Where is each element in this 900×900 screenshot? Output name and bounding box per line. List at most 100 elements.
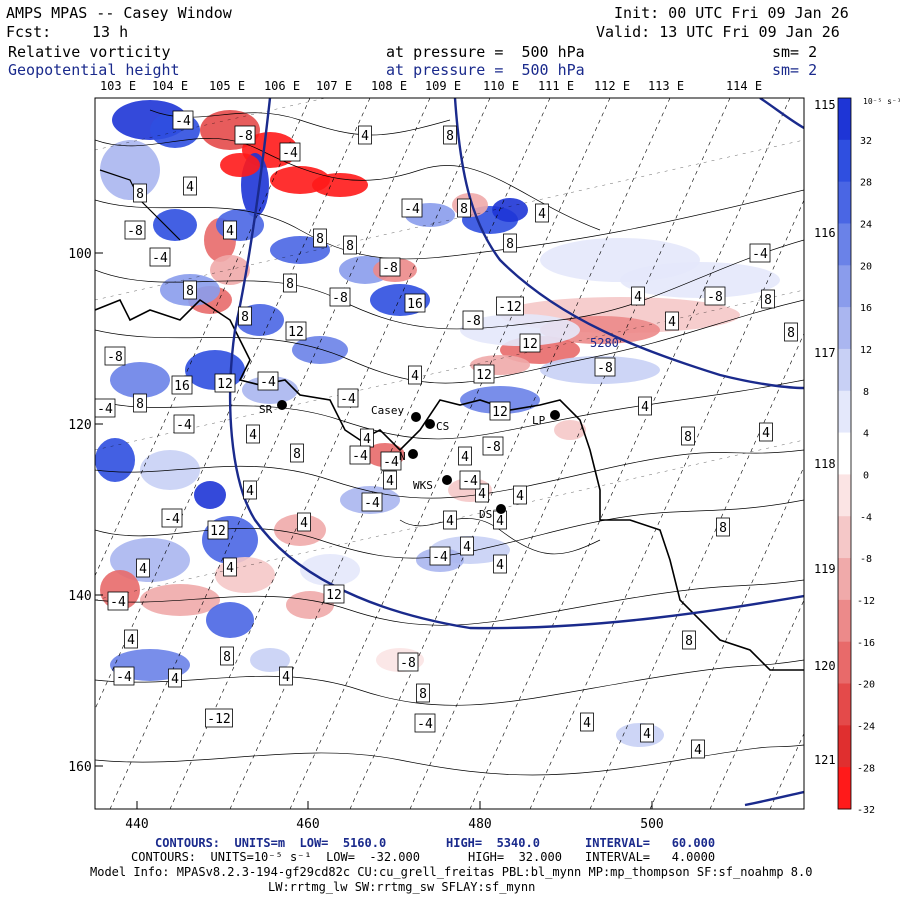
model-info: Model Info: MPASv8.2.3-194-gf29cd82c CU:… [90,865,813,879]
contour-label: 12 [323,584,345,604]
contour-label-box [429,546,451,566]
colorbar-frame [837,97,852,810]
contour-label-box [349,445,371,465]
field2-name: Geopotential height [8,61,180,79]
vorticity-shading-region [153,209,197,241]
contour-label-box [183,176,197,196]
contour-label-value: -8 [465,314,481,329]
contour-label-value: 12 [210,524,226,539]
contour-label-box [290,443,304,463]
contour-label-value: 8 [346,239,354,254]
vorticity-shading-region [220,153,260,177]
contour-label-value: -4 [282,146,298,161]
contour-label-value: 4 [496,514,504,529]
contour-label: 4 [358,125,372,145]
contour-label-box [397,652,419,672]
vorticity-contour-line [95,239,804,330]
contour-label: 8 [290,443,304,463]
x-tick-label: 460 [296,817,319,832]
height-contour-label: 5280 [590,336,619,350]
contour-label-box [496,296,524,316]
vorticity-shading-region [110,362,170,398]
contour-label: 4 [580,712,594,732]
contour-label-box [594,357,616,377]
vorticity-shading-region [95,438,135,482]
colorbar-swatch [838,265,851,308]
contour-label-box [443,510,457,530]
contour-label: -8 [104,346,126,366]
contour-label-value: 8 [136,397,144,412]
contour-label: 8 [457,198,471,218]
contour-label: -8 [397,652,419,672]
contour-label-value: 4 [446,514,454,529]
vorticity-contour-line [399,518,601,555]
contour-label-value: -8 [485,440,501,455]
station-marker [442,475,452,485]
contour-label-value: -8 [707,290,723,305]
contour-label: 4 [124,629,138,649]
contour-label-value: 12 [492,405,508,420]
contour-label-box [784,322,798,342]
contour-label-box [113,666,135,686]
contour-label: 4 [691,739,705,759]
colorbar-unit-label: 10⁻⁵ s⁻¹ [863,97,900,106]
contour-label: 8 [443,125,457,145]
forecast-hour: 13 h [92,23,129,41]
top-longitude-label: 108 E [371,79,407,93]
station-marker [550,410,560,420]
contour-label: -4 [380,451,402,471]
colorbar-swatch [838,223,851,266]
contour-label-box [443,125,457,145]
contour-label: 8 [681,426,695,446]
contour-label: -4 [337,388,359,408]
colorbar-tick-label: 12 [860,345,872,356]
contour-label: 4 [279,666,293,686]
contour-label-box [124,629,138,649]
colorbar-swatch [838,558,851,601]
contour-label: 4 [183,176,197,196]
latitude-gridline [95,289,804,451]
contour-label-value: -4 [432,550,448,565]
station-label: CS [436,420,449,433]
contour-label-box [640,723,654,743]
contour-label-value: 8 [136,187,144,202]
contour-label: 4 [513,485,527,505]
contour-label-value: 8 [446,129,454,144]
contour-label-box [535,203,549,223]
colorbar-tick-label: -32 [857,805,875,816]
colorbar-swatch [838,599,851,643]
contour-label-box [313,228,327,248]
contour-label: -4 [107,591,129,611]
longitude-gridline [349,98,671,809]
contour-label: 4 [136,558,150,578]
forecast-label: Fcst: [6,23,52,41]
contour-label: 12 [473,364,495,384]
contour-label-box [207,520,229,540]
contour-label-box [323,584,345,604]
contour-label-value: -4 [383,455,399,470]
init-time: Init: 00 UTC Fri 09 Jan 26 [614,4,849,22]
geopotential-height-contour [453,98,804,390]
contour-label-box [173,414,195,434]
y-tick-label: 160 [68,760,91,775]
vorticity-contour-line [95,189,804,260]
contour-label-value: 8 [293,447,301,462]
contour-label: 4 [223,557,237,577]
contour-label-value: 4 [171,672,179,687]
contour-label-value: 4 [386,474,394,489]
longitude-gridline [649,466,804,809]
latitude-gridline [95,139,804,301]
contour-label-value: -4 [404,202,420,217]
station-label: WKS [413,479,433,492]
contour-label-box [489,401,511,421]
colorbar-tick-label: 4 [863,429,869,440]
contour-label-box [761,289,775,309]
contour-label: -8 [329,287,351,307]
longitude-gridline [409,98,731,809]
station-marker [425,419,435,429]
contour-label-value: 8 [787,326,795,341]
contour-label-box [458,446,472,466]
model-info-physics: LW:rrtmg_lw SW:rrtmg_sw SFLAY:sf_mynn [268,880,536,894]
station-marker [496,504,506,514]
contour-label-box [681,426,695,446]
